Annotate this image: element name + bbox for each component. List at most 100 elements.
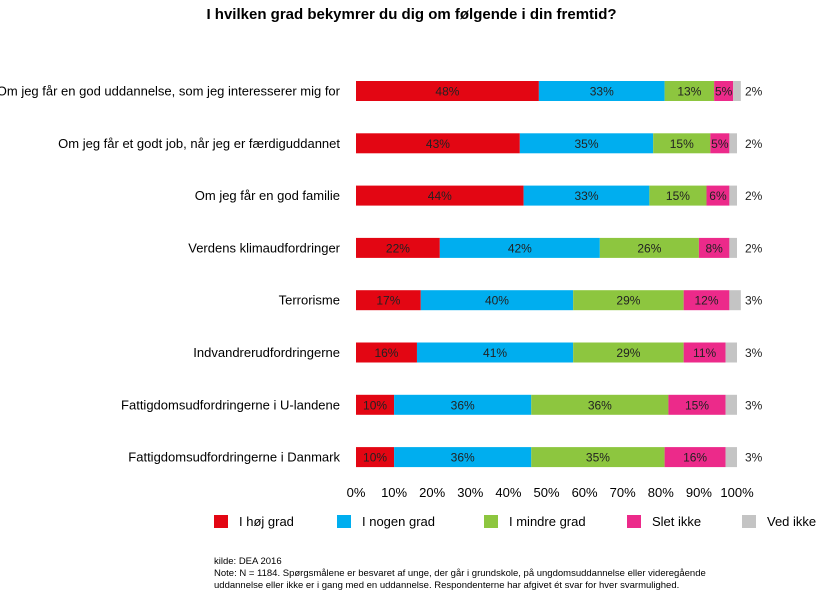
category-label: Om jeg får et godt job, når jeg er færdi…	[58, 136, 340, 151]
data-label: 26%	[637, 241, 661, 255]
x-tick-label: 100%	[720, 485, 754, 500]
bar-segment	[725, 394, 737, 415]
bar-segment	[356, 342, 417, 363]
legend-label: I nogen grad	[362, 514, 435, 529]
bar-segment	[356, 185, 524, 206]
bar-segment	[519, 133, 654, 154]
legend-swatch	[627, 515, 641, 528]
note-line-1: Note: N = 1184. Spørgsmålene er besvaret…	[214, 568, 706, 579]
x-tick-label: 40%	[495, 485, 521, 500]
bar-segment	[714, 81, 734, 101]
legend-swatch	[214, 515, 228, 528]
bar-segment	[733, 81, 741, 101]
legend-label: I høj grad	[239, 514, 294, 529]
bar-segment	[573, 342, 684, 363]
bar-segment	[725, 447, 737, 468]
data-label: 48%	[435, 85, 459, 99]
data-label: 35%	[574, 137, 598, 151]
data-label: 33%	[590, 85, 614, 99]
bar-segment	[356, 394, 395, 415]
data-label: 12%	[695, 294, 719, 308]
category-label: Om jeg får en god uddannelse, som jeg in…	[0, 84, 341, 99]
bar-segment	[394, 394, 532, 415]
source-note: kilde: DEA 2016	[214, 556, 282, 567]
data-label: 2%	[745, 241, 763, 255]
bar-segment	[356, 81, 539, 101]
bar-segment	[698, 237, 730, 258]
data-label: 15%	[666, 189, 690, 203]
bar-segment	[706, 185, 730, 206]
x-tick-label: 80%	[648, 485, 674, 500]
bar-segment	[531, 394, 669, 415]
bar-segment	[664, 81, 715, 101]
data-label: 3%	[745, 398, 763, 412]
data-label: 3%	[745, 346, 763, 360]
bar-segment	[394, 447, 532, 468]
bar-segment	[356, 290, 421, 311]
x-tick-label: 60%	[572, 485, 598, 500]
data-label: 3%	[745, 451, 763, 465]
data-label: 29%	[616, 346, 640, 360]
data-label: 5%	[715, 85, 733, 99]
data-label: 16%	[683, 451, 707, 465]
bar-segment	[649, 185, 707, 206]
bar-segment	[683, 290, 730, 311]
data-label: 2%	[745, 85, 763, 99]
bar-segment	[356, 133, 520, 154]
bar-segment	[599, 237, 699, 258]
bar-segment	[573, 290, 684, 311]
bar-segment	[729, 133, 737, 154]
data-label: 42%	[508, 241, 532, 255]
data-label: 36%	[588, 398, 612, 412]
category-label: Terrorisme	[279, 293, 340, 308]
data-label: 43%	[426, 137, 450, 151]
bar-segment	[729, 185, 737, 206]
x-tick-label: 90%	[686, 485, 712, 500]
data-label: 2%	[745, 137, 763, 151]
bar-segment	[523, 185, 650, 206]
data-label: 17%	[376, 294, 400, 308]
bar-segment	[729, 290, 741, 311]
bar-segment	[531, 447, 665, 468]
footnote: kilde: DEA 2016 Note: N = 1184. Spørgsmå…	[214, 556, 814, 592]
data-label: 36%	[451, 451, 475, 465]
bar-segment	[710, 133, 730, 154]
data-label: 44%	[428, 189, 452, 203]
bar-segment	[725, 342, 737, 363]
data-label: 5%	[711, 137, 729, 151]
data-label: 13%	[677, 85, 701, 99]
bar-segment	[683, 342, 726, 363]
x-tick-label: 20%	[419, 485, 445, 500]
note-line-2: uddannelse eller ikke er i gang med en u…	[214, 580, 680, 591]
data-label: 10%	[363, 451, 387, 465]
legend-swatch	[337, 515, 351, 528]
bar-segment	[729, 237, 737, 258]
x-tick-label: 0%	[347, 485, 366, 500]
data-label: 6%	[709, 189, 727, 203]
data-label: 8%	[705, 241, 723, 255]
category-label: Indvandrerudfordringerne	[193, 345, 340, 360]
category-label: Fattigdomsudfordringerne i U-landene	[121, 397, 340, 412]
data-label: 41%	[483, 346, 507, 360]
data-label: 22%	[386, 241, 410, 255]
bar-segment	[420, 290, 574, 311]
legend-swatch	[484, 515, 498, 528]
data-label: 2%	[745, 189, 763, 203]
data-label: 16%	[374, 346, 398, 360]
data-label: 11%	[693, 346, 716, 360]
bar-segment	[356, 237, 440, 258]
data-label: 3%	[745, 294, 763, 308]
x-tick-label: 30%	[457, 485, 483, 500]
data-label: 33%	[574, 189, 598, 203]
data-label: 15%	[670, 137, 694, 151]
bar-segment	[538, 81, 665, 101]
data-label: 29%	[616, 294, 640, 308]
category-label: Verdens klimaudfordringer	[188, 240, 340, 255]
legend-label: Slet ikke	[652, 514, 701, 529]
bar-segment	[356, 447, 395, 468]
bar-segment	[668, 394, 726, 415]
data-label: 10%	[363, 398, 387, 412]
x-tick-label: 50%	[533, 485, 559, 500]
category-label: Fattigdomsudfordringerne i Danmark	[128, 450, 340, 465]
